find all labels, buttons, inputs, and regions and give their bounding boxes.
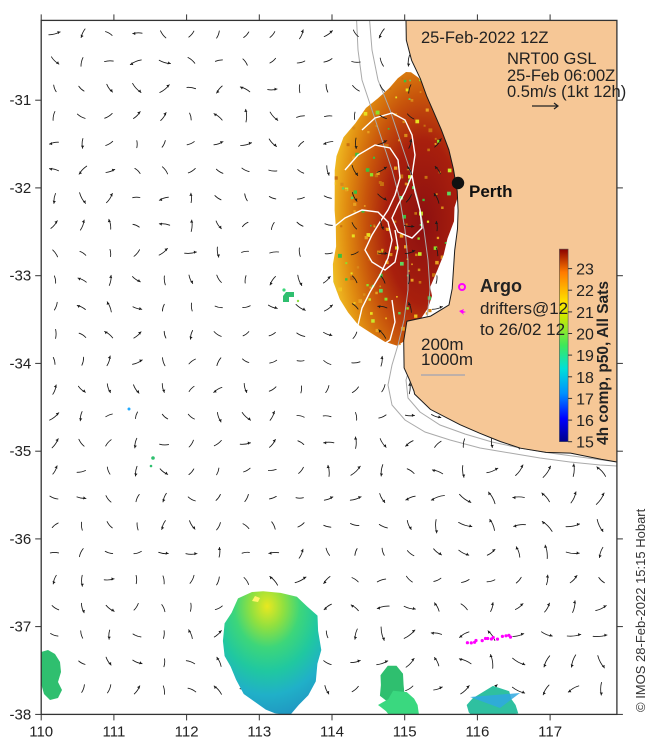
- svg-text:113: 113: [247, 723, 271, 740]
- svg-text:-32: -32: [10, 180, 32, 197]
- svg-text:-38: -38: [10, 706, 32, 723]
- svg-text:Argo: Argo: [480, 276, 522, 296]
- svg-text:114: 114: [320, 723, 344, 740]
- svg-text:23: 23: [576, 262, 594, 279]
- svg-text:NRT00 GSL: NRT00 GSL: [507, 50, 597, 68]
- svg-text:17: 17: [576, 391, 594, 408]
- svg-text:18: 18: [576, 370, 594, 387]
- svg-text:-37: -37: [10, 619, 32, 636]
- svg-text:21: 21: [576, 305, 594, 322]
- svg-text:-35: -35: [10, 443, 32, 460]
- svg-text:drifters@12: drifters@12: [480, 299, 568, 318]
- svg-text:-31: -31: [10, 92, 32, 109]
- svg-text:-36: -36: [10, 531, 32, 548]
- svg-text:0.5m/s (1kt 12h): 0.5m/s (1kt 12h): [507, 83, 626, 101]
- svg-text:16: 16: [576, 413, 594, 430]
- svg-text:15: 15: [576, 435, 594, 452]
- svg-text:115: 115: [393, 723, 417, 740]
- svg-text:Perth: Perth: [469, 182, 512, 201]
- svg-text:22: 22: [576, 283, 594, 300]
- svg-text:to 26/02 12: to 26/02 12: [480, 320, 565, 339]
- svg-text:-33: -33: [10, 268, 32, 285]
- svg-text:-34: -34: [10, 355, 32, 372]
- svg-text:© IMOS 28-Feb-2022 15:15 Hobar: © IMOS 28-Feb-2022 15:15 Hobart: [633, 508, 648, 712]
- svg-text:4h comp, p50, All Sats: 4h comp, p50, All Sats: [595, 281, 612, 445]
- svg-text:111: 111: [102, 723, 125, 740]
- svg-text:116: 116: [465, 723, 489, 740]
- svg-text:110: 110: [29, 723, 53, 740]
- svg-text:112: 112: [175, 723, 199, 740]
- svg-text:117: 117: [538, 723, 562, 740]
- svg-text:1000m: 1000m: [421, 350, 473, 369]
- svg-text:19: 19: [576, 348, 594, 365]
- svg-text:25-Feb-2022 12Z: 25-Feb-2022 12Z: [421, 29, 549, 47]
- svg-text:20: 20: [576, 327, 594, 344]
